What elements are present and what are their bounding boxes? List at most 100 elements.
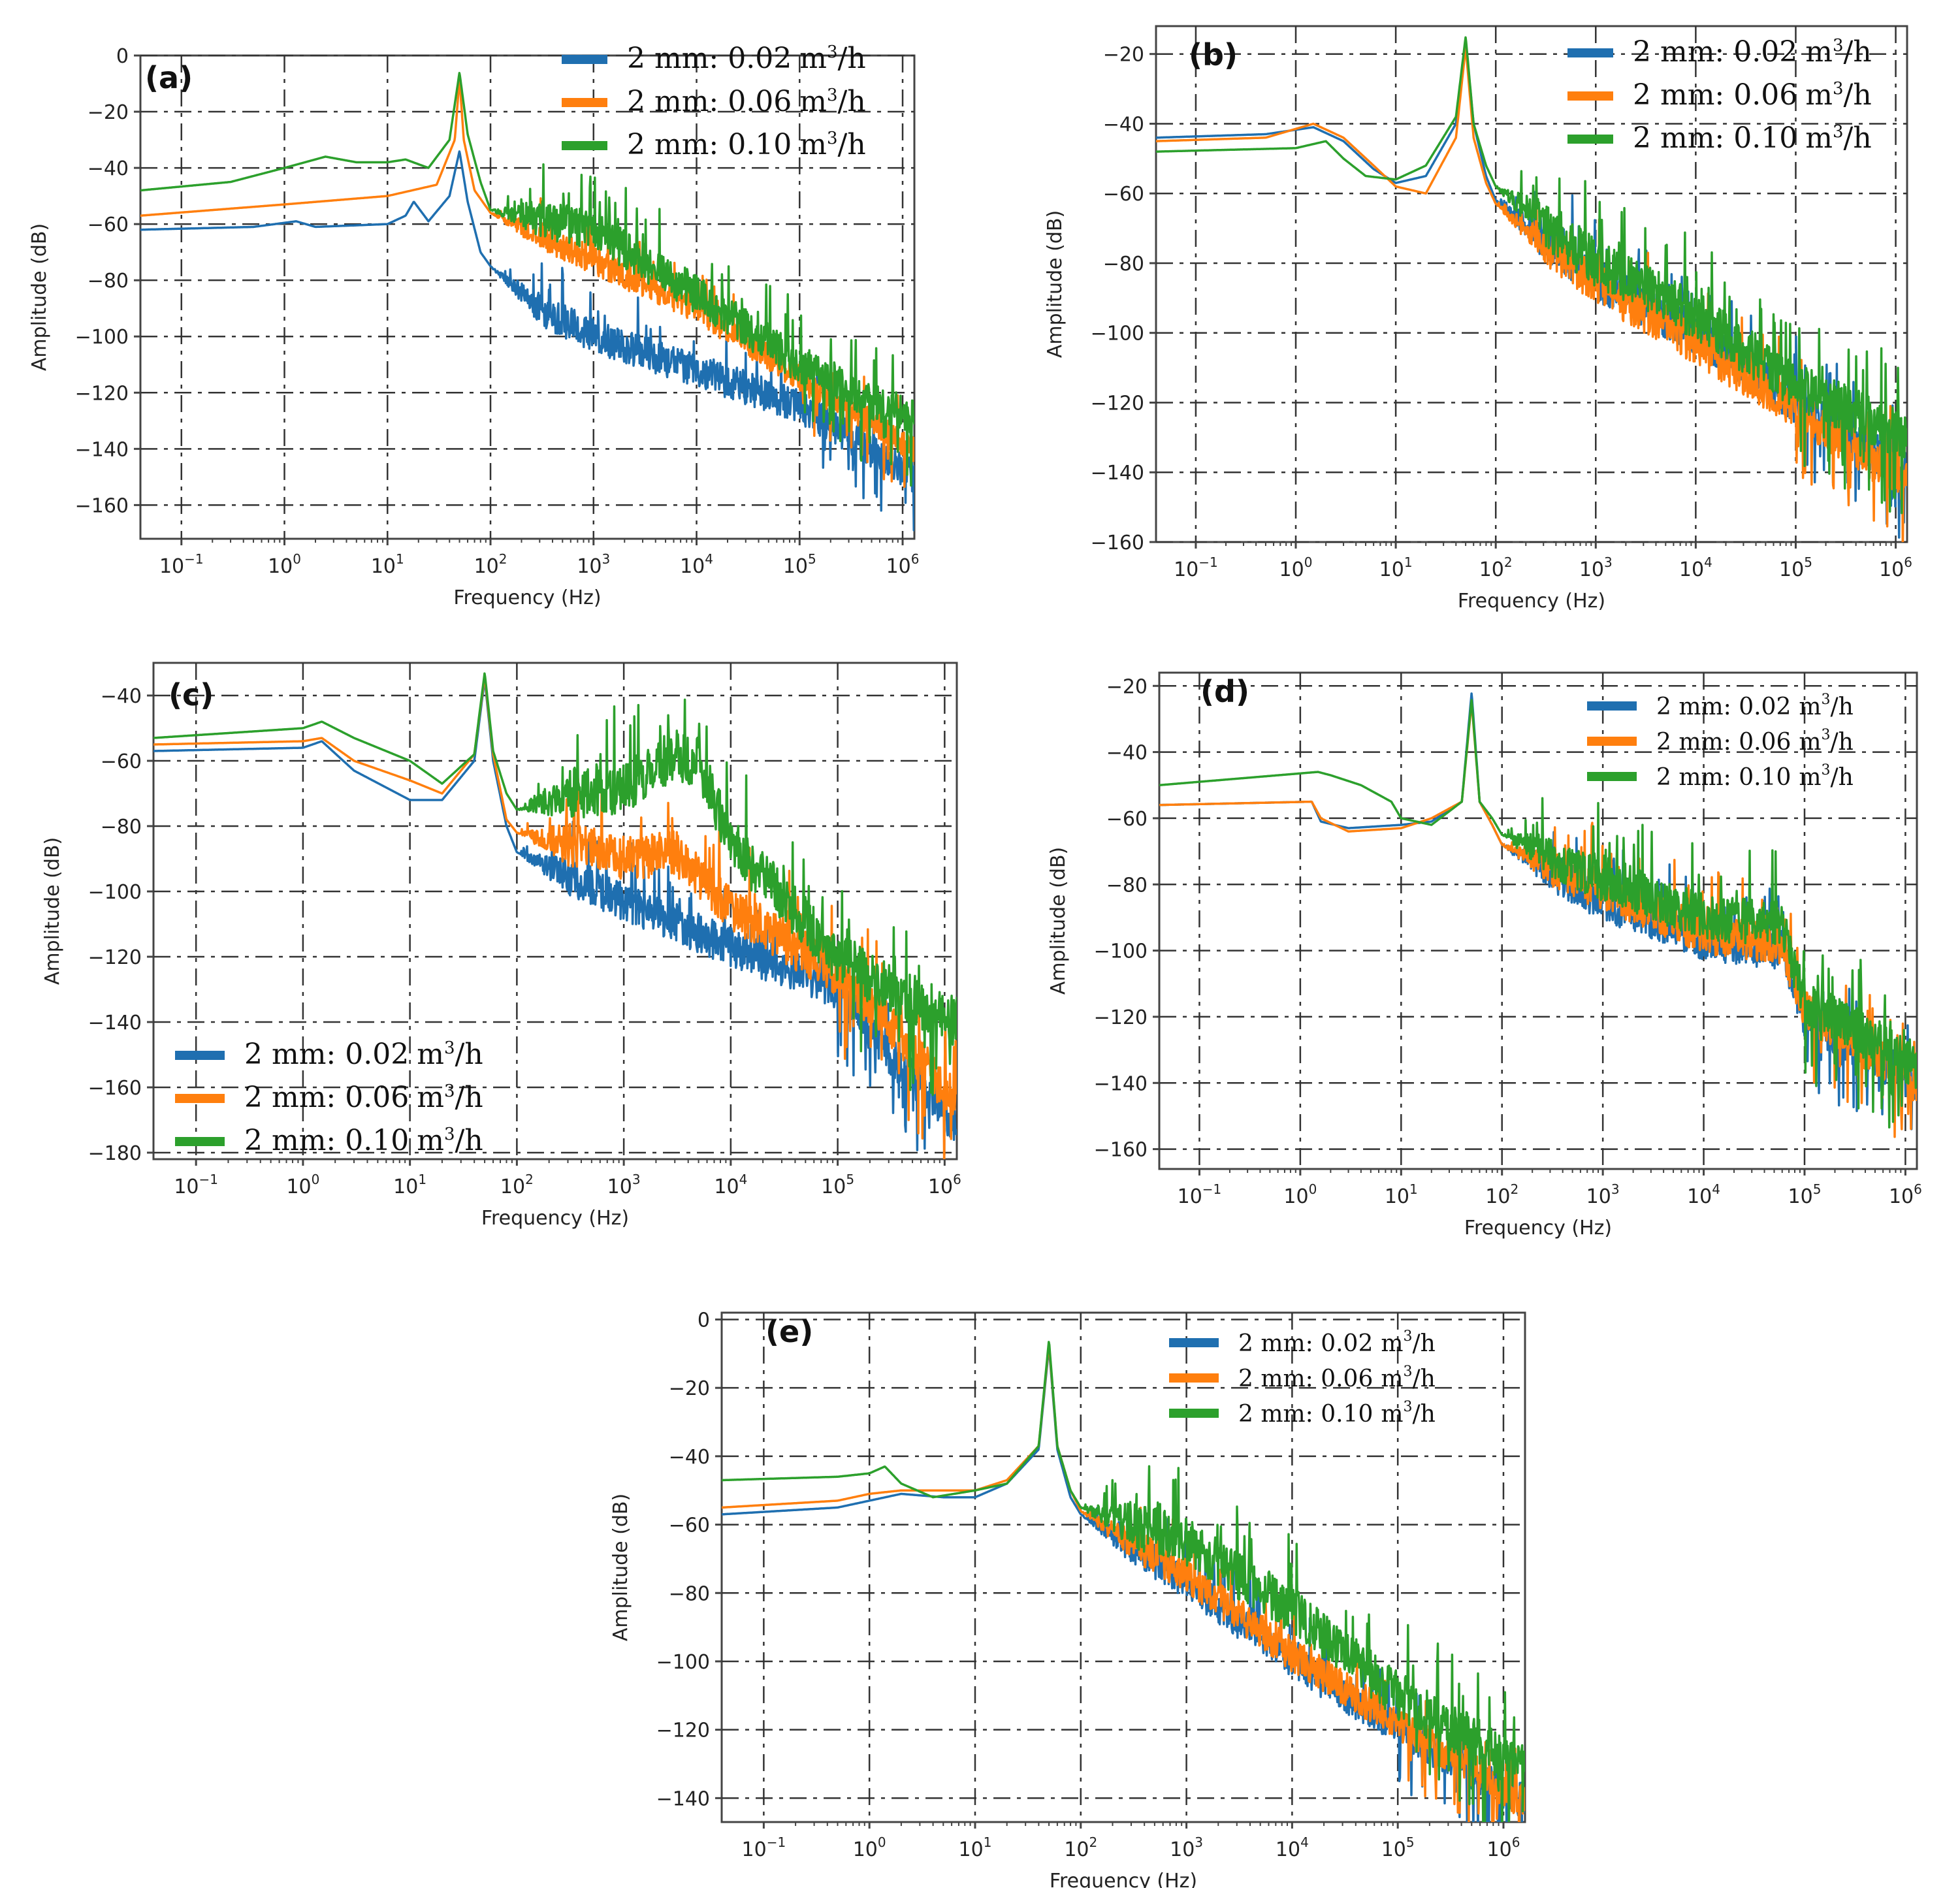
x-tick-label: 105 <box>821 1172 854 1198</box>
x-tick-label: 101 <box>1385 1181 1418 1208</box>
y-tick-label: 0 <box>116 45 129 68</box>
x-tick-label: 105 <box>783 551 816 578</box>
y-tick-label: −20 <box>88 101 129 124</box>
series-line-2 <box>722 1344 1525 1822</box>
y-tick-label: −20 <box>1106 675 1148 698</box>
x-tick-label: 106 <box>1889 1181 1922 1208</box>
legend-entry: 2 mm: 0.10 m3/h <box>1238 1399 1436 1428</box>
y-tick-label: −60 <box>101 750 142 773</box>
y-tick-label: −120 <box>1094 1006 1148 1029</box>
x-tick-label: 103 <box>1586 1181 1620 1208</box>
y-tick-label: −140 <box>88 1012 142 1034</box>
series-line-3 <box>1159 699 1917 1129</box>
y-tick-label: 0 <box>698 1309 710 1332</box>
plot-frame <box>152 662 958 1160</box>
x-tick-label: 10−1 <box>742 1834 786 1861</box>
y-tick-label: −120 <box>656 1720 710 1742</box>
x-tick-label: 102 <box>1064 1834 1097 1861</box>
y-axis-label: Amplitude (dB) <box>41 837 64 985</box>
x-axis-label: Frequency (Hz) <box>1464 1217 1612 1240</box>
x-tick-label: 102 <box>1485 1181 1518 1208</box>
y-tick-label: −160 <box>75 494 129 517</box>
legend-swatch <box>1567 135 1613 144</box>
series-line-3 <box>722 1341 1525 1822</box>
legend-entry: 2 mm: 0.02 m3/h <box>244 1038 483 1071</box>
y-tick-label: −20 <box>1103 44 1144 67</box>
y-tick-label: −120 <box>75 382 129 405</box>
x-tick-label: 104 <box>680 551 713 578</box>
x-tick-label: 10−1 <box>1178 1181 1222 1208</box>
x-tick-label: 106 <box>928 1172 961 1198</box>
panel-d: −20 −40 −60 −80 −100 −120 −140 −160 10−1 100 101 10… <box>1047 671 1922 1240</box>
y-tick-label: −60 <box>88 214 129 236</box>
x-tick-label: 103 <box>577 551 610 578</box>
legend-entry: 2 mm: 0.10 m3/h <box>1633 121 1872 155</box>
y-tick-label: −160 <box>88 1077 142 1100</box>
series-line-1 <box>140 150 914 532</box>
legend-swatch <box>1587 701 1637 711</box>
x-tick-label: 101 <box>1379 554 1413 581</box>
legend-entry: 2 mm: 0.06 m3/h <box>244 1081 483 1114</box>
x-tick-label: 101 <box>393 1172 426 1198</box>
x-tick-label: 105 <box>1788 1181 1822 1208</box>
panel-e: 0 −20 −40 −60 −80 −100 −120 −140 10−1 100 101 102 10… <box>609 1309 1526 1888</box>
series-line-2 <box>140 78 914 488</box>
x-tick-label: 10−1 <box>1174 554 1218 581</box>
x-tick-label: 100 <box>853 1834 886 1861</box>
y-tick-label: −100 <box>1091 323 1144 345</box>
legend-entry: 2 mm: 0.06 m3/h <box>1238 1364 1436 1392</box>
panel-label: (a) <box>145 60 193 95</box>
y-axis-label: Amplitude (dB) <box>1047 847 1070 995</box>
series-line-1 <box>153 679 957 1151</box>
panel-label: (b) <box>1189 37 1238 72</box>
y-tick-label: −120 <box>88 946 142 969</box>
series-line-1 <box>1159 692 1917 1130</box>
series-group <box>722 1341 1525 1822</box>
legend-swatch <box>1169 1409 1219 1418</box>
x-tick-label: 102 <box>500 1172 534 1198</box>
y-tick-label: −40 <box>1103 113 1144 136</box>
x-tick-label: 101 <box>959 1834 992 1861</box>
panel-b: −20 −40 −60 −80 −100 −120 −140 −160 10−1 100 101 10… <box>1044 25 1912 613</box>
x-tick-label: 105 <box>1381 1834 1415 1861</box>
y-axis-label: Amplitude (dB) <box>609 1494 632 1641</box>
series-group <box>140 72 914 532</box>
y-axis-label: Amplitude (dB) <box>1044 210 1067 358</box>
panel-c: −40 −60 −80 −100 −120 −140 −160 −180 10−1 100 101 1… <box>41 662 961 1230</box>
x-tick-label: 101 <box>371 551 404 578</box>
x-tick-label: 102 <box>474 551 507 578</box>
legend-swatch <box>1587 772 1637 781</box>
x-tick-label: 104 <box>1679 554 1712 581</box>
x-tick-label: 10−1 <box>159 551 204 578</box>
legend-entry: 2 mm: 0.02 m3/h <box>1238 1328 1436 1357</box>
y-tick-label: −40 <box>101 685 142 708</box>
legend-swatch <box>562 141 607 150</box>
legend-swatch <box>175 1051 225 1060</box>
y-tick-label: −80 <box>1103 253 1144 276</box>
y-tick-label: −100 <box>1094 940 1148 963</box>
plot-frame <box>1158 671 1918 1170</box>
legend-swatch <box>1587 737 1637 746</box>
y-tick-label: −120 <box>1091 392 1144 415</box>
y-tick-label: −100 <box>75 326 129 349</box>
x-tick-label: 104 <box>1276 1834 1309 1861</box>
series-line-2 <box>1159 702 1917 1138</box>
y-tick-label: −60 <box>669 1514 710 1537</box>
y-tick-label: −80 <box>669 1582 710 1605</box>
y-tick-label: −80 <box>1106 874 1148 897</box>
x-tick-label: 103 <box>607 1172 641 1198</box>
legend-entry: 2 mm: 0.10 m3/h <box>1656 762 1854 791</box>
legend-entry: 2 mm: 0.02 m3/h <box>1656 692 1854 720</box>
series-group <box>1156 36 1907 542</box>
x-tick-label: 106 <box>886 551 920 578</box>
y-tick-label: −100 <box>88 881 142 904</box>
x-axis-label: Frequency (Hz) <box>453 586 601 609</box>
legend-swatch <box>562 55 607 64</box>
y-tick-label: −160 <box>1094 1139 1148 1162</box>
legend-entry: 2 mm: 0.06 m3/h <box>627 85 866 118</box>
legend-swatch <box>562 98 607 107</box>
legend-swatch <box>175 1094 225 1103</box>
y-tick-label: −40 <box>669 1446 710 1469</box>
y-tick-label: −140 <box>1094 1072 1148 1095</box>
y-tick-label: −160 <box>1091 532 1144 554</box>
